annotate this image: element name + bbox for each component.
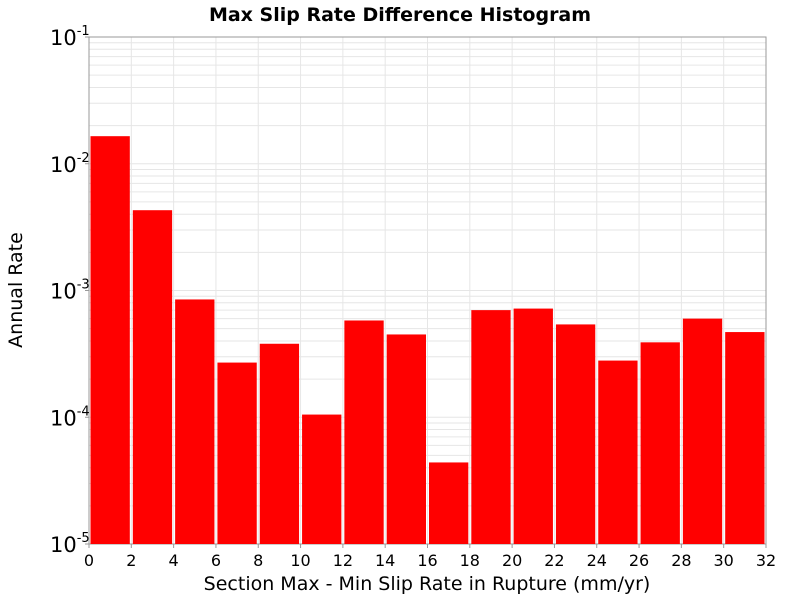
x-tick-label: 20 [502, 551, 522, 570]
x-tick-label: 16 [417, 551, 437, 570]
y-axis-label: Annual Rate [5, 232, 27, 348]
x-tick-label: 10 [290, 551, 310, 570]
histogram-bar [555, 324, 596, 544]
x-tick-label: 2 [126, 551, 136, 570]
chart-title: Max Slip Rate Difference Histogram [209, 4, 591, 26]
y-tick-label: 10-5 [50, 531, 90, 557]
x-tick-label: 18 [460, 551, 480, 570]
x-axis-label: Section Max - Min Slip Rate in Rupture (… [204, 573, 651, 595]
x-tick-label: 22 [544, 551, 564, 570]
x-tick-label: 14 [375, 551, 395, 570]
histogram-bar [90, 136, 130, 545]
x-tick-label: 24 [587, 551, 607, 570]
x-tick-label: 8 [253, 551, 263, 570]
y-tick-label: 10-4 [50, 404, 90, 430]
histogram-bar [725, 332, 765, 544]
histogram-bar [640, 342, 680, 544]
x-tick-label: 12 [333, 551, 353, 570]
x-tick-label: 30 [714, 551, 734, 570]
y-tick-label: 10-3 [50, 278, 90, 304]
y-axis-ticks: 10-5 10-4 10-3 10-2 10-1 [50, 24, 90, 557]
histogram-bar [132, 210, 173, 544]
x-axis-ticks: 0 2 4 6 8 10 12 14 16 18 20 22 24 26 28 30 32 [84, 544, 776, 570]
histogram-bar [682, 318, 723, 544]
histogram-bar [259, 343, 300, 544]
histogram-bar [175, 299, 215, 544]
histogram-bar [386, 334, 426, 544]
x-tick-label: 32 [756, 551, 776, 570]
histogram-bar [429, 462, 469, 544]
x-tick-label: 28 [671, 551, 691, 570]
x-tick-label: 26 [629, 551, 649, 570]
histogram-bar [513, 308, 553, 544]
histogram-bar [217, 362, 257, 544]
x-tick-label: 4 [169, 551, 179, 570]
y-tick-label: 10-1 [50, 24, 90, 50]
x-tick-label: 0 [84, 551, 94, 570]
histogram-bar [344, 320, 384, 544]
y-tick-label: 10-2 [50, 151, 90, 177]
x-tick-label: 6 [211, 551, 221, 570]
histogram-bar [302, 414, 342, 544]
histogram-bar [471, 310, 511, 544]
histogram-bar [598, 360, 638, 544]
bars [90, 136, 765, 545]
